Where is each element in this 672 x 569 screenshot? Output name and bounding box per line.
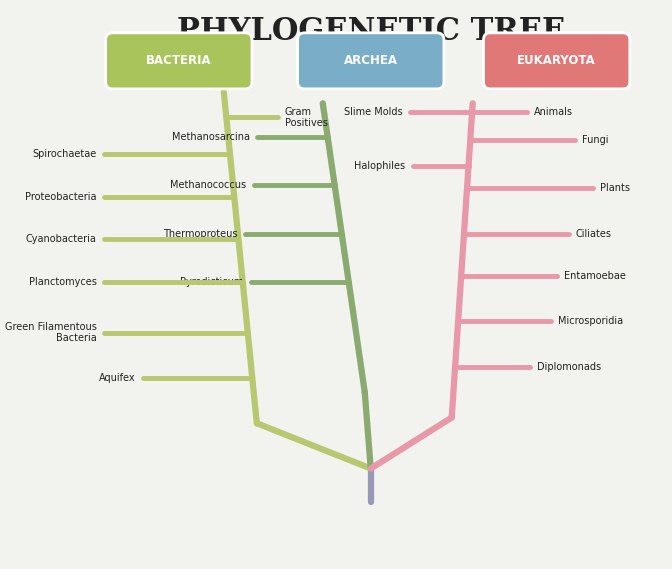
- FancyBboxPatch shape: [298, 33, 444, 89]
- FancyBboxPatch shape: [106, 33, 252, 89]
- Text: BACTERIA: BACTERIA: [146, 55, 212, 67]
- Text: Halophiles: Halophiles: [354, 160, 405, 171]
- Text: EUKARYOTA: EUKARYOTA: [517, 55, 596, 67]
- Text: Spirochaetae: Spirochaetae: [32, 149, 97, 159]
- Text: Entamoebae: Entamoebae: [564, 271, 626, 281]
- Text: Animals: Animals: [534, 107, 573, 117]
- Text: Methanococcus: Methanococcus: [171, 180, 247, 191]
- Text: Aquifex: Aquifex: [99, 373, 136, 383]
- Text: PHYLOGENETIC TREE: PHYLOGENETIC TREE: [177, 15, 565, 47]
- Text: Diplomonads: Diplomonads: [537, 362, 601, 372]
- Text: Thermoproteus: Thermoproteus: [163, 229, 238, 238]
- Text: Cyanobacteria: Cyanobacteria: [26, 234, 97, 244]
- Text: Fungi: Fungi: [582, 135, 608, 145]
- Text: Gram
Positives: Gram Positives: [285, 106, 328, 128]
- Text: Microsporidia: Microsporidia: [558, 316, 623, 326]
- Text: Plants: Plants: [600, 183, 630, 193]
- Text: Planctomyces: Planctomyces: [29, 277, 97, 287]
- Text: Proteobacteria: Proteobacteria: [25, 192, 97, 202]
- Text: Methanosarcina: Methanosarcina: [171, 132, 249, 142]
- Text: ARCHEA: ARCHEA: [344, 55, 398, 67]
- Text: Green Filamentous
Bacteria: Green Filamentous Bacteria: [5, 322, 97, 344]
- Text: Slime Molds: Slime Molds: [344, 107, 403, 117]
- FancyBboxPatch shape: [483, 33, 630, 89]
- Text: Pyrodicticum: Pyrodicticum: [180, 277, 243, 287]
- Text: Ciliates: Ciliates: [576, 229, 612, 238]
